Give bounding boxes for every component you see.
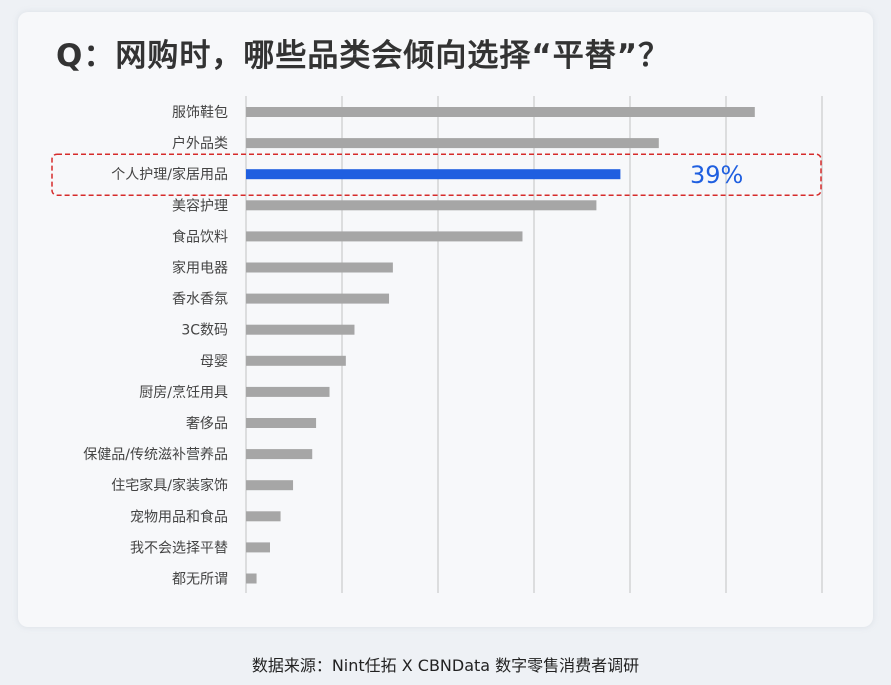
category-label-10: 奢侈品	[186, 416, 228, 432]
bar-4	[246, 231, 523, 242]
category-label-14: 我不会选择平替	[130, 540, 228, 556]
category-label-5: 家用电器	[172, 260, 228, 277]
bar-7	[246, 324, 355, 335]
bar-6	[246, 293, 390, 304]
bar-5	[246, 262, 393, 273]
bar-10	[246, 418, 317, 428]
category-label-4: 食品饮料	[172, 228, 228, 245]
category-label-11: 保健品/传统滋补营养品	[83, 447, 228, 463]
category-label-6: 香水香氛	[172, 292, 228, 308]
category-label-3: 美容护理	[172, 197, 228, 214]
bar-9	[246, 386, 330, 397]
bar-3	[246, 200, 597, 211]
chart-title: Q：网购时，哪些品类会倾向选择“平替”？	[56, 38, 671, 74]
bar-12	[246, 480, 294, 491]
category-label-12: 住宅家具/家装家饰	[111, 477, 228, 494]
bar-15	[246, 573, 257, 584]
category-label-0: 服饰鞋包	[172, 105, 228, 121]
bar-8	[246, 355, 346, 366]
category-label-1: 户外品类	[172, 135, 228, 152]
category-label-13: 宠物用品和食品	[130, 508, 228, 525]
source-footer: 数据来源：Nint任拓 X CBNData 数字零售消费者调研	[251, 656, 640, 675]
bar-1	[246, 138, 659, 149]
bar-14	[246, 542, 270, 553]
bar-11	[246, 449, 313, 460]
category-label-15: 都无所谓	[172, 572, 228, 588]
bar-13	[246, 511, 281, 522]
category-label-8: 母婴	[200, 354, 228, 370]
category-label-9: 厨房/烹饪用具	[139, 384, 228, 401]
highlight-group: 39%	[51, 153, 822, 196]
category-label-7: 3C数码	[181, 323, 228, 339]
highlight-box	[51, 153, 822, 196]
category-label-2: 个人护理/家居用品	[111, 166, 228, 183]
highlight-value-label: 39%	[690, 161, 743, 189]
bar-2	[246, 169, 621, 180]
bar-0	[246, 107, 755, 117]
bars	[246, 107, 755, 584]
